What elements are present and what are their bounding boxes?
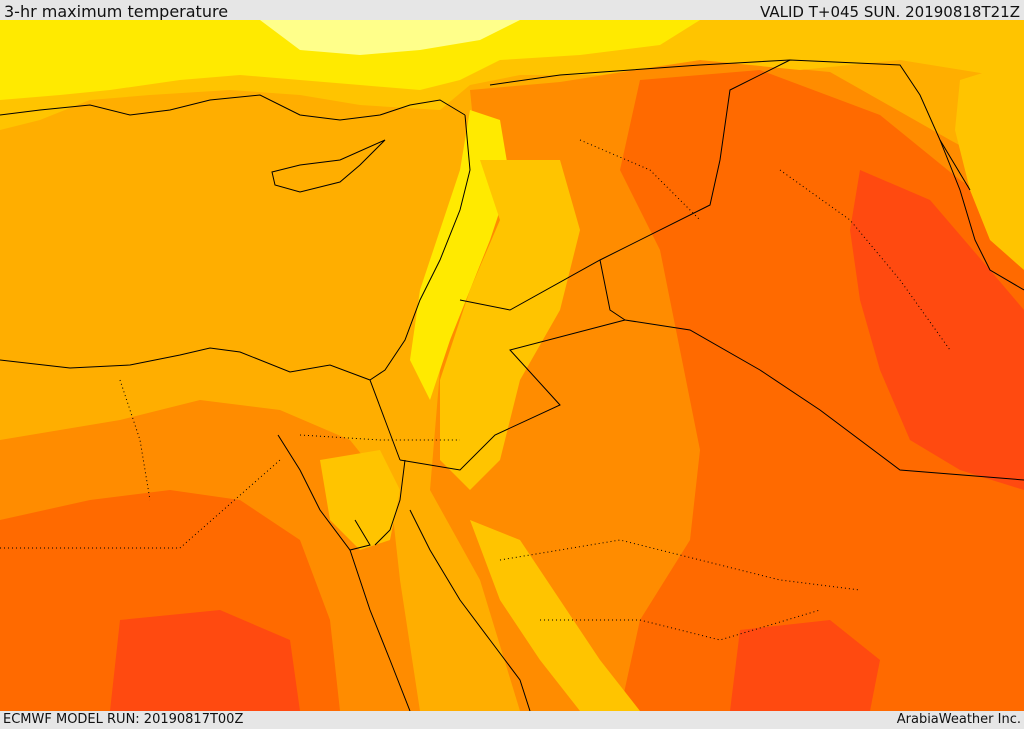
map-title: 3-hr maximum temperature [4, 2, 229, 21]
egypt-israel-border [369, 379, 401, 461]
red-sea-west-coast [349, 549, 411, 711]
turkey-syria-border [489, 59, 971, 191]
province-line-5 [579, 139, 701, 221]
temp-zone-sudan [110, 610, 300, 711]
temp-zone-anatolia-yellow [0, 20, 700, 100]
cyprus-outline [271, 139, 386, 193]
gulf-of-suez [277, 434, 371, 551]
jordan-iraq-border [599, 259, 626, 321]
country-borders [0, 59, 1024, 711]
temp-zone-levant-highlands [440, 160, 580, 490]
header-bar: 3-hr maximum temperature VALID T+045 SUN… [0, 0, 1024, 21]
syria-iraq-border [459, 59, 791, 311]
temp-zone-red-sea-coast [470, 520, 640, 711]
temp-zone-mesopotamia [850, 170, 1024, 490]
model-run-label: ECMWF MODEL RUN: 20190817T00Z [3, 712, 244, 727]
gulf-of-aqaba [374, 459, 406, 546]
turkey-coastline [0, 94, 466, 121]
province-line-2 [299, 434, 460, 441]
temp-zone-saudi-south [730, 620, 880, 711]
province-boundaries [0, 139, 951, 641]
iraq-saudi-border [624, 319, 1024, 481]
jordan-saudi-border [399, 319, 626, 471]
province-line-3 [499, 539, 861, 591]
footer-bar: ECMWF MODEL RUN: 20190817T00Z ArabiaWeat… [0, 711, 1024, 729]
iran-iraq-border [939, 139, 1024, 291]
temp-zone-gulf-coast [955, 60, 1024, 270]
temp-zone-taurus-pale [260, 20, 520, 55]
egypt-coastline [0, 347, 371, 381]
red-sea-east-coast [409, 509, 531, 711]
credit-label: ArabiaWeather Inc. [896, 712, 1021, 727]
levant-coastline [369, 114, 471, 381]
temp-zone-sinai [320, 450, 400, 550]
valid-time-label: VALID T+045 SUN. 20190818T21Z [760, 3, 1020, 21]
temp-zone-levant-coast [410, 110, 510, 400]
province-line-1 [0, 459, 281, 549]
temperature-map [0, 20, 1024, 711]
